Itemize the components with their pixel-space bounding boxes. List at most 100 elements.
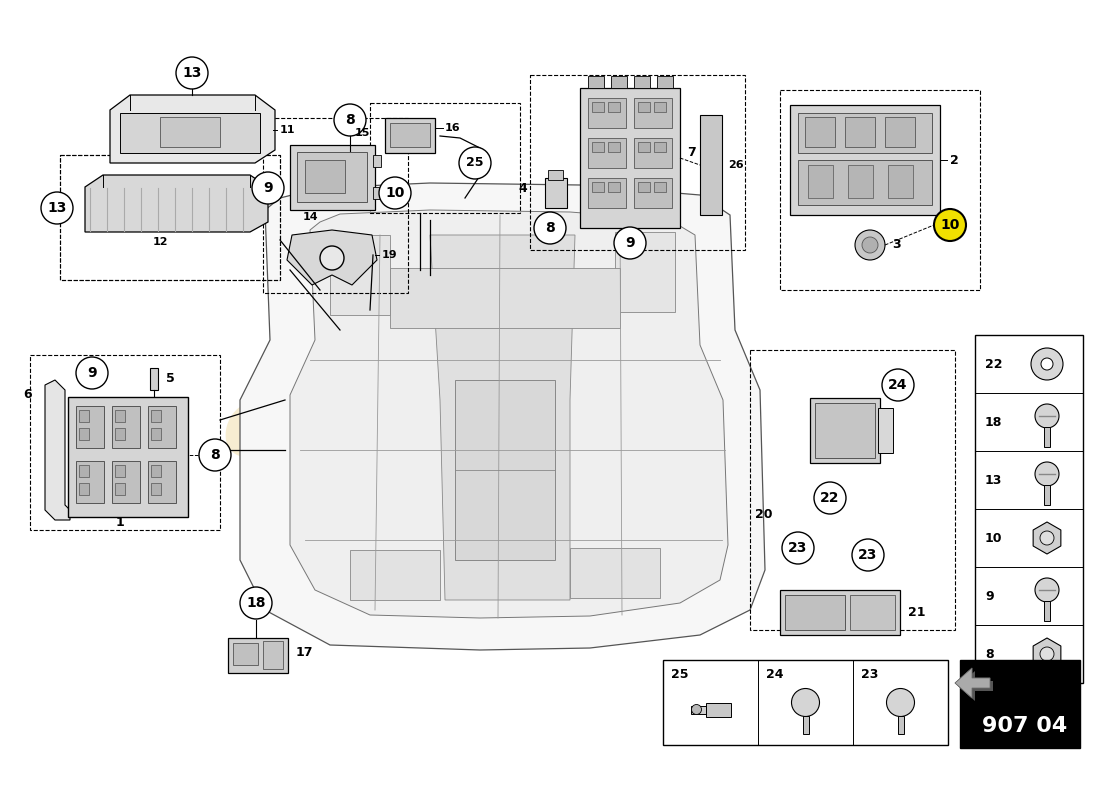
Text: 11: 11	[280, 125, 296, 135]
Circle shape	[240, 587, 272, 619]
Bar	[548, 170, 563, 180]
Bar	[373, 155, 381, 167]
Text: 16: 16	[446, 123, 461, 133]
Bar	[151, 483, 161, 495]
Text: 17: 17	[296, 646, 314, 659]
Bar	[297, 152, 367, 202]
Bar	[878, 408, 893, 453]
Bar	[160, 117, 220, 147]
Bar	[1044, 485, 1050, 505]
Polygon shape	[110, 95, 275, 163]
Circle shape	[782, 532, 814, 564]
Bar	[116, 410, 125, 422]
Bar	[805, 117, 835, 147]
Circle shape	[814, 482, 846, 514]
Text: carparts: carparts	[350, 393, 711, 467]
Circle shape	[1040, 647, 1054, 661]
Text: 907 04: 907 04	[982, 716, 1068, 736]
Bar	[116, 428, 125, 440]
Circle shape	[934, 209, 966, 241]
Circle shape	[1035, 578, 1059, 602]
Bar	[68, 397, 188, 517]
Text: 4: 4	[518, 182, 527, 194]
Circle shape	[176, 57, 208, 89]
Bar	[1044, 601, 1050, 621]
Bar	[112, 461, 140, 503]
Circle shape	[41, 192, 73, 224]
Polygon shape	[955, 668, 990, 698]
Bar	[592, 142, 604, 152]
Bar	[544, 178, 566, 208]
Polygon shape	[290, 210, 728, 618]
Text: 14: 14	[302, 212, 318, 222]
Bar	[615, 232, 675, 312]
Text: 8: 8	[210, 448, 220, 462]
Bar	[634, 138, 672, 168]
Circle shape	[334, 104, 366, 136]
Bar	[654, 142, 666, 152]
Bar	[845, 117, 875, 147]
Text: 22: 22	[984, 358, 1002, 370]
Text: 23: 23	[861, 667, 879, 681]
Text: 12: 12	[152, 237, 167, 247]
Bar	[634, 178, 672, 208]
Bar	[233, 643, 258, 665]
Bar	[663, 660, 948, 745]
Text: 1: 1	[116, 517, 124, 530]
Bar	[263, 641, 283, 669]
Bar	[455, 380, 556, 560]
Bar	[798, 160, 932, 205]
Bar	[76, 461, 104, 503]
Text: 21: 21	[908, 606, 925, 618]
Bar	[780, 90, 980, 290]
Bar	[657, 76, 673, 88]
Bar	[151, 428, 161, 440]
Bar	[588, 178, 626, 208]
Circle shape	[855, 230, 886, 260]
Text: 18: 18	[984, 415, 1002, 429]
Text: 10: 10	[984, 531, 1002, 545]
Bar	[654, 102, 666, 112]
Text: 6: 6	[23, 389, 32, 402]
Bar	[705, 702, 730, 717]
Bar	[373, 187, 381, 199]
Text: 19: 19	[382, 250, 397, 260]
Text: 24: 24	[766, 667, 783, 681]
Circle shape	[692, 705, 702, 714]
Bar	[570, 548, 660, 598]
Bar	[290, 145, 375, 210]
Polygon shape	[1033, 522, 1060, 554]
Bar	[638, 102, 650, 112]
Text: 13: 13	[183, 66, 201, 80]
Text: a passion: a passion	[487, 577, 573, 623]
Text: 8: 8	[984, 647, 993, 661]
Bar	[530, 75, 745, 250]
Text: 13: 13	[984, 474, 1002, 486]
Bar	[691, 706, 705, 714]
Bar	[60, 155, 280, 280]
Polygon shape	[287, 230, 377, 285]
Bar	[803, 715, 808, 734]
Bar	[815, 403, 875, 458]
Bar	[634, 76, 650, 88]
Bar	[608, 182, 620, 192]
Bar	[654, 182, 666, 192]
Text: 20: 20	[755, 509, 772, 522]
Bar	[790, 105, 940, 215]
Circle shape	[887, 689, 914, 717]
Bar	[370, 103, 520, 213]
Text: euro: euro	[221, 382, 478, 478]
Bar	[116, 465, 125, 477]
Bar	[810, 398, 880, 463]
Bar	[608, 142, 620, 152]
Bar	[116, 483, 125, 495]
Circle shape	[76, 357, 108, 389]
Circle shape	[792, 689, 820, 717]
Bar	[808, 165, 833, 198]
Polygon shape	[240, 183, 764, 650]
Bar	[634, 98, 672, 128]
Bar	[305, 160, 345, 193]
Text: 9: 9	[87, 366, 97, 380]
Text: 25: 25	[671, 667, 689, 681]
Circle shape	[882, 369, 914, 401]
